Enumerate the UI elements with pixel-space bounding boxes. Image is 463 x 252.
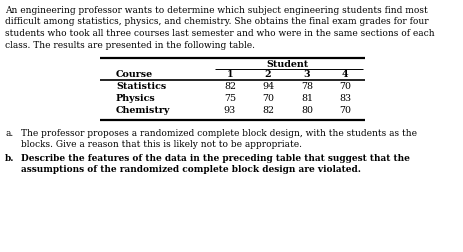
Text: 70: 70 [339, 82, 351, 91]
Text: 70: 70 [262, 94, 274, 103]
Text: 2: 2 [265, 70, 271, 79]
Text: students who took all three courses last semester and who were in the same secti: students who took all three courses last… [5, 29, 435, 38]
Text: 70: 70 [339, 106, 351, 115]
Text: Course: Course [116, 70, 153, 79]
Text: The professor proposes a randomized complete block design, with the students as : The professor proposes a randomized comp… [21, 129, 417, 138]
Text: Statistics: Statistics [116, 82, 166, 91]
Text: 75: 75 [224, 94, 236, 103]
Text: Student: Student [266, 60, 309, 69]
Text: a.: a. [5, 129, 13, 138]
Text: 1: 1 [227, 70, 233, 79]
Text: Describe the features of the data in the preceding table that suggest that the: Describe the features of the data in the… [21, 154, 410, 163]
Text: 78: 78 [301, 82, 313, 91]
Text: assumptions of the randomized complete block design are violated.: assumptions of the randomized complete b… [21, 165, 361, 174]
Text: 82: 82 [224, 82, 236, 91]
Text: Physics: Physics [116, 94, 156, 103]
Text: Chemistry: Chemistry [116, 106, 170, 115]
Text: 80: 80 [301, 106, 313, 115]
Text: 4: 4 [342, 70, 348, 79]
Text: 83: 83 [339, 94, 351, 103]
Text: 3: 3 [304, 70, 310, 79]
Text: 94: 94 [262, 82, 274, 91]
Text: 93: 93 [224, 106, 236, 115]
Text: b.: b. [5, 154, 14, 163]
Text: 82: 82 [262, 106, 274, 115]
Text: 81: 81 [301, 94, 313, 103]
Text: difficult among statistics, physics, and chemistry. She obtains the final exam g: difficult among statistics, physics, and… [5, 17, 429, 26]
Text: blocks. Give a reason that this is likely not to be appropriate.: blocks. Give a reason that this is likel… [21, 140, 302, 149]
Text: An engineering professor wants to determine which subject engineering students f: An engineering professor wants to determ… [5, 6, 428, 15]
Text: class. The results are presented in the following table.: class. The results are presented in the … [5, 41, 255, 49]
